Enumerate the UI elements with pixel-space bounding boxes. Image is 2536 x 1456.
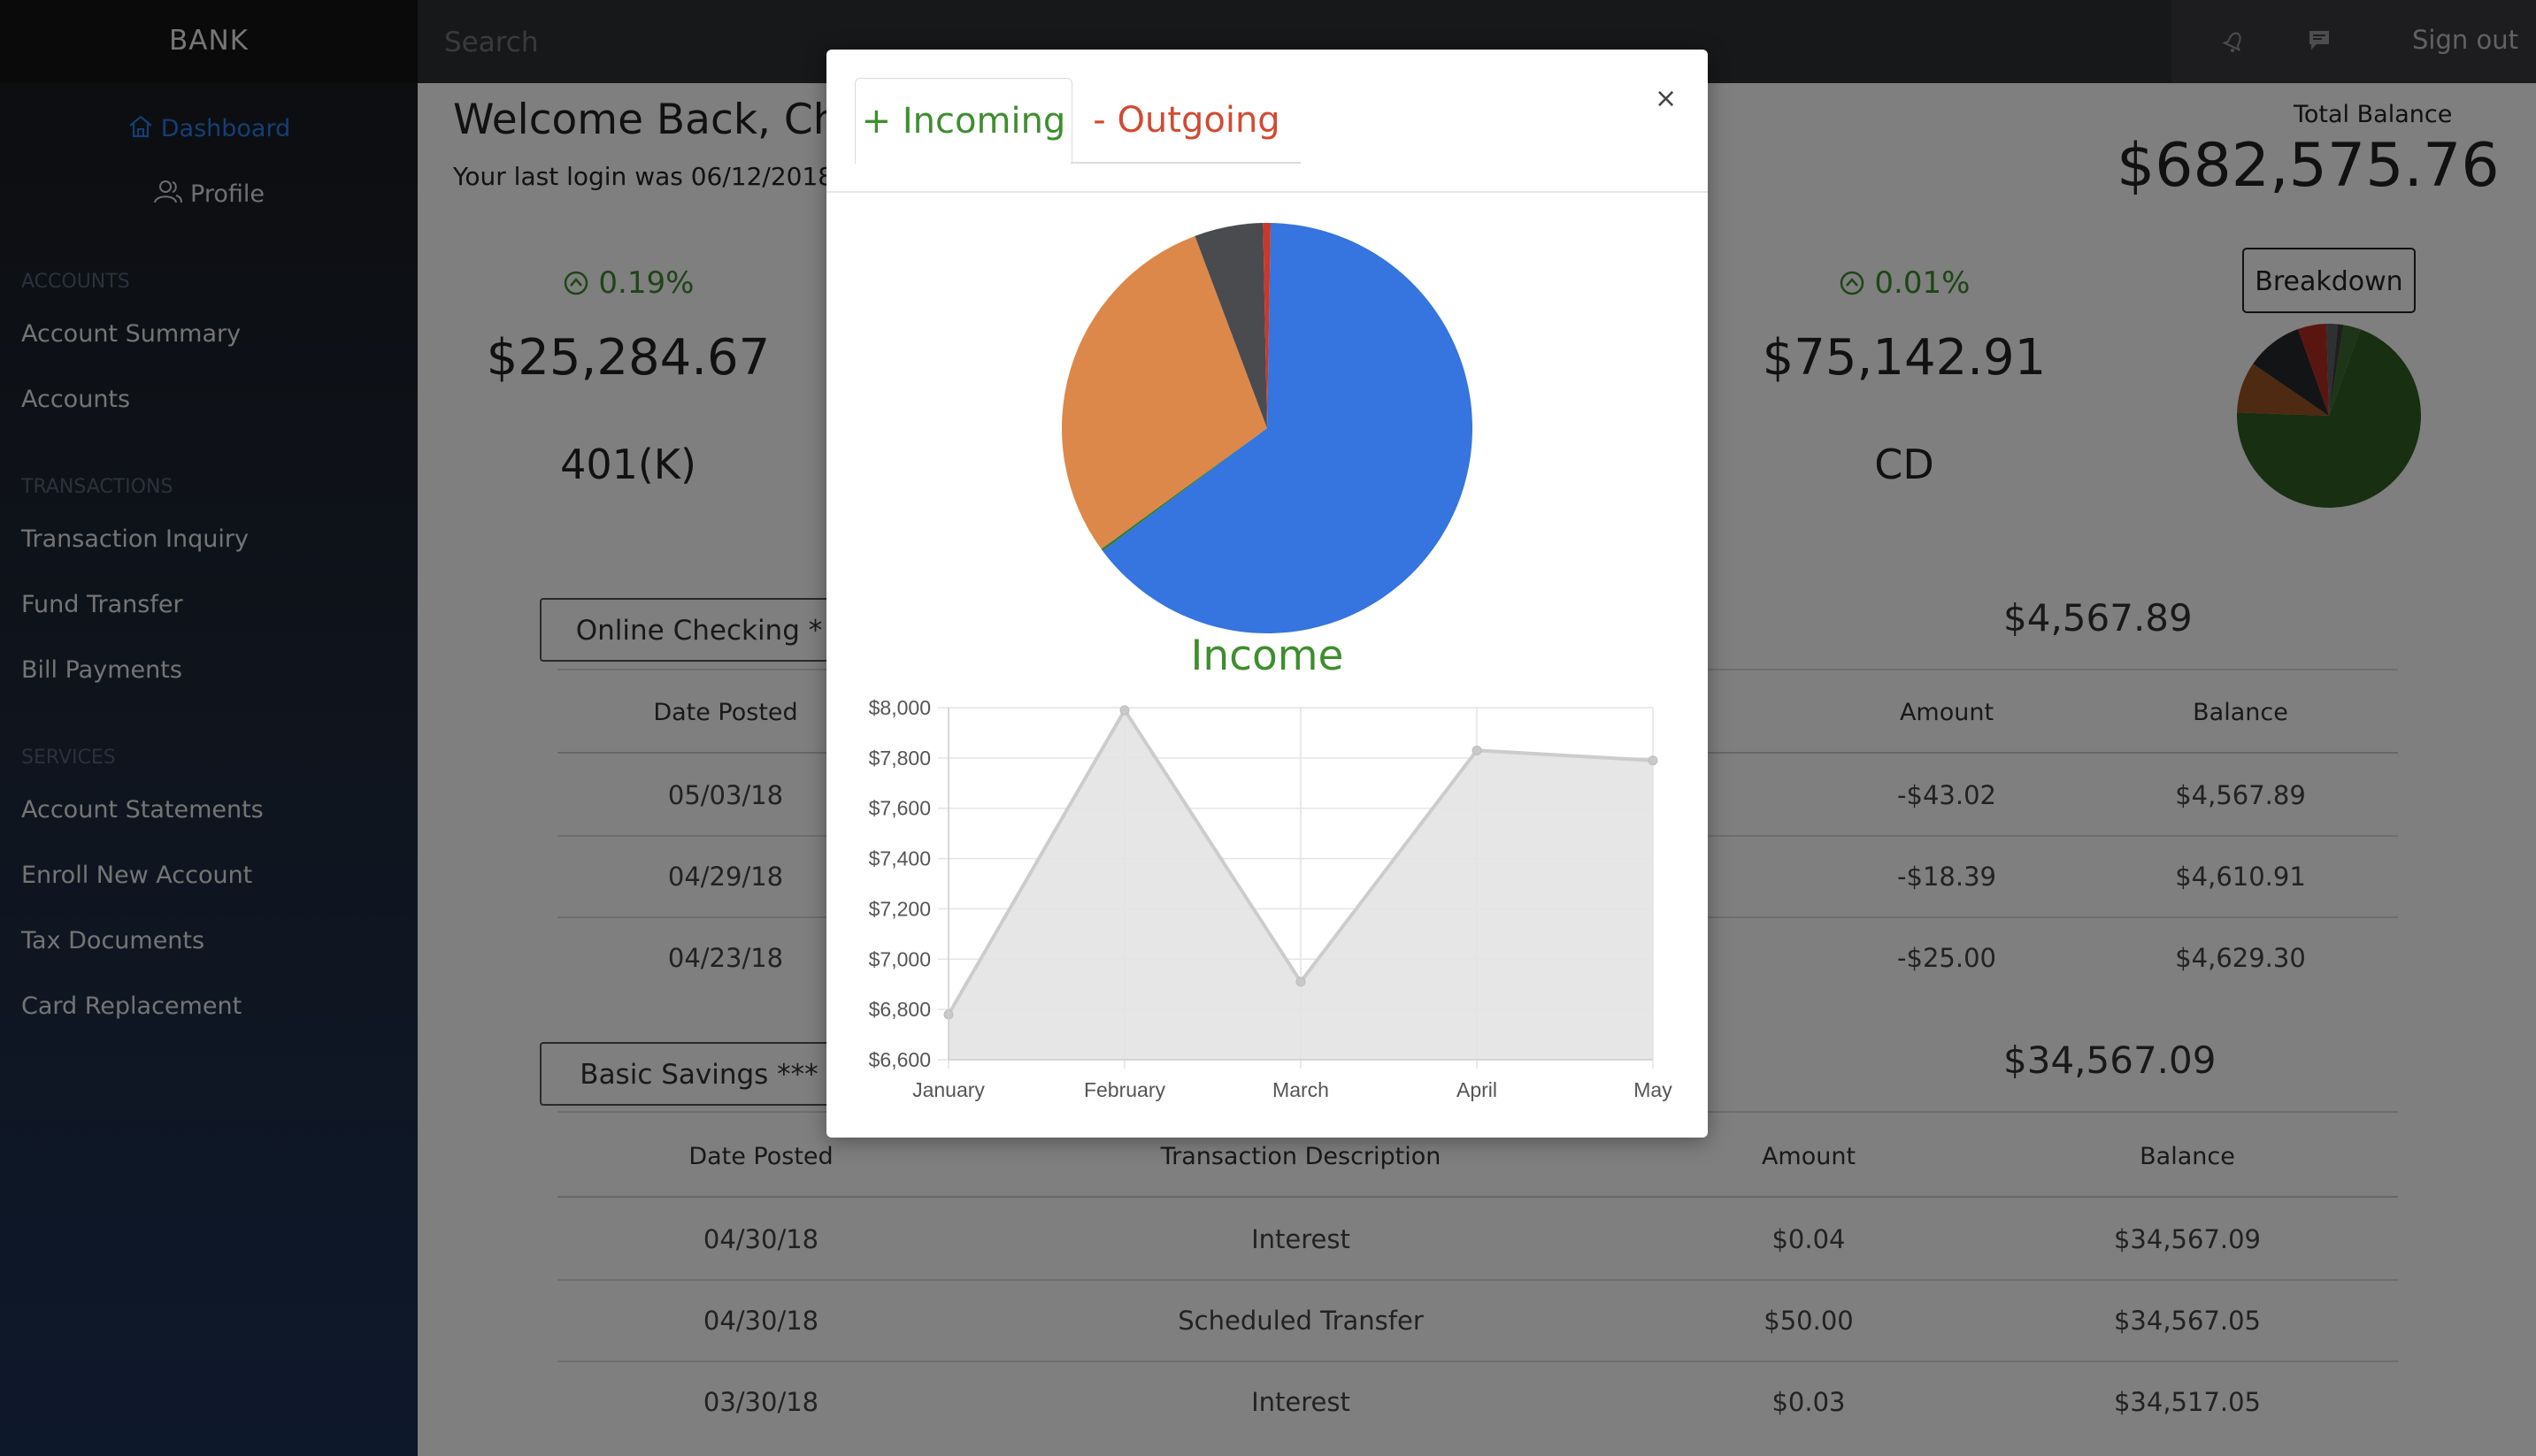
- income-pie-slice-4[interactable]: [1263, 223, 1272, 428]
- y-tick-label: $6,800: [869, 998, 931, 1021]
- income-area-fill: [949, 709, 1653, 1060]
- tab-underline: [1071, 162, 1301, 164]
- x-tick-label: February: [1084, 1078, 1166, 1101]
- tab-incoming[interactable]: + Incoming: [855, 78, 1072, 164]
- y-tick-label: $7,600: [869, 797, 931, 820]
- y-tick-label: $7,000: [869, 947, 931, 970]
- modal-divider: [826, 191, 1708, 193]
- income-data-point[interactable]: [1472, 745, 1482, 755]
- income-data-point[interactable]: [1648, 755, 1658, 766]
- y-tick-label: $8,000: [869, 696, 931, 719]
- x-tick-label: May: [1633, 1078, 1672, 1101]
- tab-outgoing[interactable]: - Outgoing: [1093, 100, 1280, 141]
- x-tick-label: January: [912, 1078, 985, 1101]
- income-data-point[interactable]: [1295, 977, 1306, 987]
- y-tick-label: $7,400: [869, 847, 931, 870]
- chart-title: Income: [1190, 632, 1344, 680]
- income-pie-chart[interactable]: [1060, 221, 1474, 635]
- y-tick-label: $7,800: [869, 747, 931, 770]
- x-tick-label: April: [1456, 1078, 1497, 1101]
- income-pie-slice-1[interactable]: [1101, 428, 1267, 551]
- close-icon[interactable]: ×: [1655, 83, 1678, 114]
- income-pie-slice-0[interactable]: [1103, 223, 1472, 633]
- x-tick-label: March: [1272, 1078, 1329, 1101]
- income-area-chart: $6,600 $6,800 $7,000 $7,200 $7,400 $7,600 $7,8…: [869, 696, 1673, 1101]
- income-pie-slice-2[interactable]: [1062, 235, 1267, 549]
- income-pie-slice-3[interactable]: [1195, 223, 1267, 428]
- y-tick-label: $7,200: [869, 897, 931, 920]
- y-tick-label: $6,600: [869, 1048, 931, 1071]
- income-data-point[interactable]: [1119, 705, 1130, 716]
